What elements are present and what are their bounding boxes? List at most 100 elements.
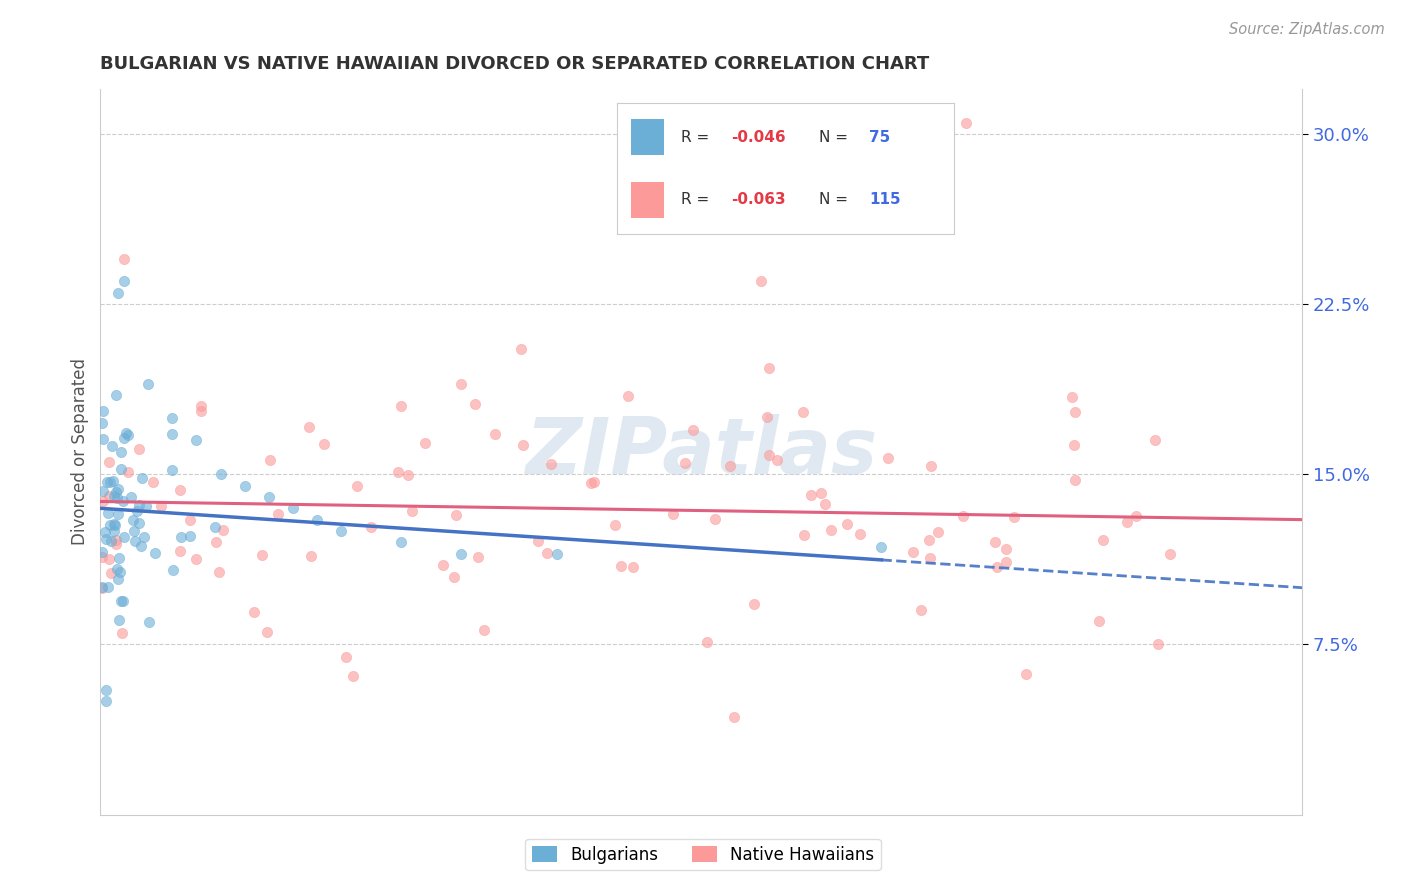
Point bbox=[1143, 434, 1166, 448]
Point bbox=[117, 465, 139, 479]
Point bbox=[104, 518, 127, 533]
Point bbox=[162, 427, 184, 442]
Point bbox=[927, 525, 949, 540]
Point bbox=[110, 462, 132, 476]
Point bbox=[169, 483, 191, 498]
Point bbox=[820, 523, 842, 537]
Point bbox=[703, 511, 725, 525]
Point bbox=[432, 558, 454, 572]
Point bbox=[450, 376, 472, 391]
Point bbox=[1060, 390, 1083, 404]
Point bbox=[186, 551, 208, 566]
Point bbox=[250, 548, 273, 562]
Point bbox=[111, 594, 134, 608]
Point bbox=[1088, 615, 1111, 629]
Point bbox=[105, 485, 128, 500]
Point bbox=[450, 547, 472, 561]
Point bbox=[120, 491, 142, 505]
Point bbox=[98, 552, 121, 566]
Point bbox=[792, 404, 814, 418]
Point bbox=[96, 475, 118, 490]
Point bbox=[138, 615, 160, 629]
Point bbox=[995, 542, 1018, 557]
Point bbox=[986, 560, 1008, 574]
Point bbox=[512, 438, 534, 452]
Point bbox=[127, 504, 149, 518]
Point bbox=[396, 468, 419, 483]
Point bbox=[186, 434, 208, 448]
Point bbox=[617, 389, 640, 403]
Point bbox=[920, 550, 942, 565]
Point bbox=[755, 410, 778, 425]
Point bbox=[837, 516, 859, 531]
Point bbox=[128, 516, 150, 530]
Point bbox=[335, 650, 357, 665]
Point bbox=[1064, 405, 1087, 419]
Point bbox=[342, 669, 364, 683]
Point bbox=[1002, 509, 1025, 524]
Point bbox=[810, 485, 832, 500]
Point bbox=[1116, 515, 1139, 529]
Point bbox=[107, 572, 129, 586]
Point bbox=[718, 458, 741, 473]
Point bbox=[994, 555, 1017, 569]
Point bbox=[444, 508, 467, 523]
Point bbox=[179, 513, 201, 527]
Point bbox=[546, 547, 568, 561]
Point bbox=[314, 436, 336, 450]
Point bbox=[870, 540, 893, 554]
Point bbox=[105, 533, 128, 547]
Point bbox=[103, 475, 125, 489]
Point bbox=[103, 489, 125, 503]
Point bbox=[540, 457, 562, 471]
Point bbox=[100, 566, 122, 580]
Point bbox=[103, 524, 125, 538]
Point bbox=[1147, 637, 1170, 651]
Point bbox=[464, 397, 486, 411]
Point bbox=[876, 451, 898, 466]
Point bbox=[299, 549, 322, 564]
Point bbox=[117, 427, 139, 442]
Point bbox=[110, 445, 132, 459]
Point bbox=[97, 507, 120, 521]
Point bbox=[122, 524, 145, 538]
Text: BULGARIAN VS NATIVE HAWAIIAN DIVORCED OR SEPARATED CORRELATION CHART: BULGARIAN VS NATIVE HAWAIIAN DIVORCED OR… bbox=[100, 55, 929, 73]
Point bbox=[97, 580, 120, 594]
Point bbox=[800, 487, 823, 501]
Point bbox=[329, 524, 352, 538]
Point bbox=[510, 343, 533, 357]
Point bbox=[131, 471, 153, 485]
Point bbox=[112, 431, 135, 445]
Point bbox=[112, 252, 135, 266]
Point bbox=[98, 455, 121, 469]
Point bbox=[527, 533, 550, 548]
Point bbox=[142, 475, 165, 489]
Point bbox=[204, 534, 226, 549]
Point bbox=[579, 476, 602, 491]
Point bbox=[955, 115, 977, 129]
Point bbox=[104, 537, 127, 551]
Point bbox=[792, 528, 814, 542]
Point bbox=[742, 597, 765, 611]
Point bbox=[204, 520, 226, 534]
Point bbox=[257, 490, 280, 504]
Point bbox=[138, 376, 160, 391]
Point bbox=[696, 634, 718, 648]
Y-axis label: Divorced or Separated: Divorced or Separated bbox=[72, 358, 89, 545]
Point bbox=[121, 513, 143, 527]
Point bbox=[583, 475, 606, 489]
Point bbox=[209, 467, 232, 482]
Point bbox=[413, 436, 436, 450]
Point bbox=[91, 484, 114, 499]
Point bbox=[124, 533, 146, 548]
Point bbox=[98, 489, 121, 503]
Point bbox=[107, 507, 129, 521]
Point bbox=[749, 274, 772, 288]
Text: Source: ZipAtlas.com: Source: ZipAtlas.com bbox=[1229, 22, 1385, 37]
Point bbox=[91, 493, 114, 508]
Point bbox=[110, 594, 132, 608]
Point bbox=[1125, 508, 1147, 523]
Point bbox=[903, 545, 925, 559]
Point bbox=[103, 516, 125, 531]
Point bbox=[984, 534, 1007, 549]
